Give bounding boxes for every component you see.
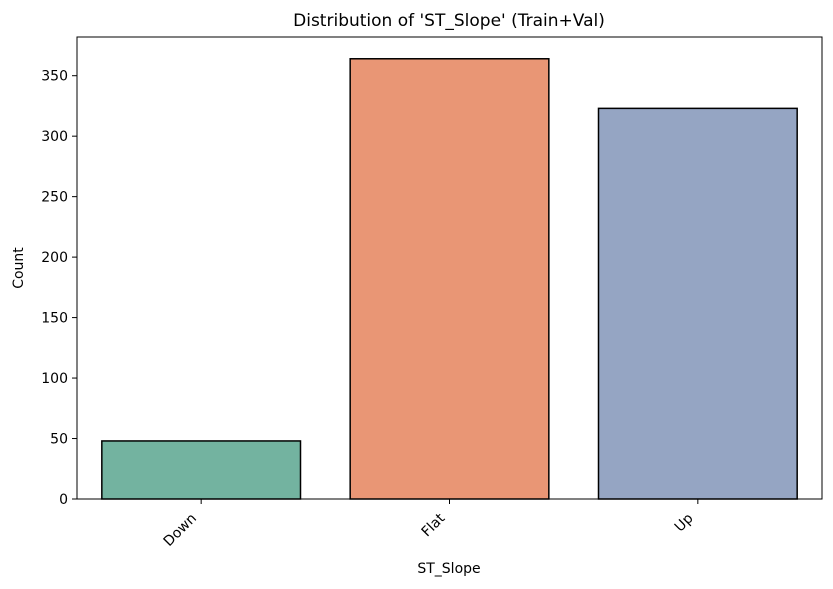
x-tick-label: Up	[672, 510, 697, 535]
plot-frame	[76, 36, 823, 500]
y-tick-label: 100	[41, 371, 68, 387]
bar-flat	[349, 58, 550, 500]
y-tick-label: 200	[41, 250, 68, 266]
y-tick-label: 50	[50, 432, 68, 448]
y-tick-label: 150	[41, 311, 68, 327]
bar-up	[597, 107, 798, 500]
x-axis-label: ST_Slope	[417, 561, 480, 577]
x-tick-label: Down	[161, 511, 200, 550]
y-axis-label: Count	[11, 247, 27, 289]
bar-down	[101, 440, 302, 500]
y-tick-label: 300	[41, 129, 68, 145]
y-tick-label: 350	[41, 69, 68, 85]
x-tick-label: Flat	[419, 510, 449, 540]
y-tick-label: 0	[59, 492, 68, 508]
y-tick-label: 250	[41, 190, 68, 206]
chart-title: Distribution of 'ST_Slope' (Train+Val)	[293, 11, 605, 31]
